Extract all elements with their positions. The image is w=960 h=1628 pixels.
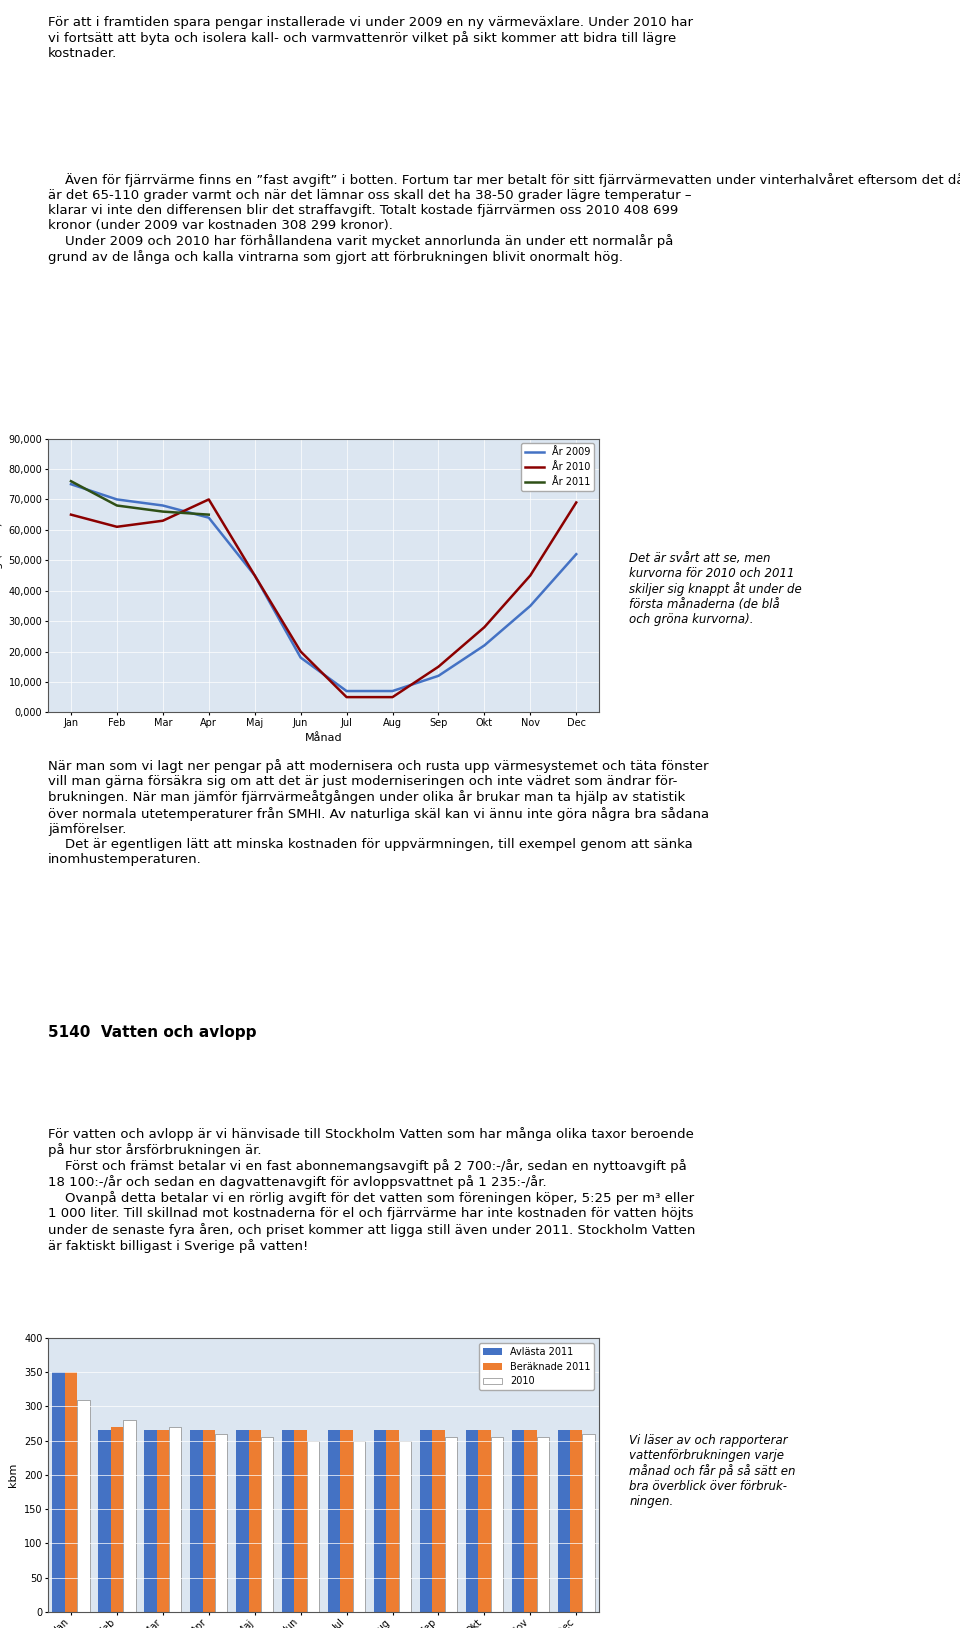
Text: Vi läser av och rapporterar
vattenförbrukningen varje
månad och får på så sätt e: Vi läser av och rapporterar vattenförbru… [630, 1434, 796, 1508]
Bar [386, 1431, 398, 1612]
Bar [261, 1438, 274, 1612]
X-axis label: Månad: Månad [304, 734, 343, 744]
Bar [398, 1441, 411, 1612]
Text: När man som vi lagt ner pengar på att modernisera och rusta upp värmesystemet oc: När man som vi lagt ner pengar på att mo… [48, 759, 709, 866]
Bar [583, 1434, 595, 1612]
Bar [466, 1431, 478, 1612]
Bar [512, 1431, 524, 1612]
Bar [432, 1431, 444, 1612]
Bar [420, 1431, 432, 1612]
Bar [373, 1431, 386, 1612]
Y-axis label: Förbrukning (MWh): Förbrukning (MWh) [0, 523, 3, 628]
Bar [203, 1431, 215, 1612]
Bar [110, 1428, 123, 1612]
Bar [156, 1431, 169, 1612]
Bar [282, 1431, 295, 1612]
Text: För att i framtiden spara pengar installerade vi under 2009 en ny värmeväxlare. : För att i framtiden spara pengar install… [48, 16, 693, 60]
Text: Det är svårt att se, men
kurvorna för 2010 och 2011
skiljer sig knappt åt under : Det är svårt att se, men kurvorna för 20… [630, 552, 803, 627]
Bar [328, 1431, 341, 1612]
Bar [295, 1431, 307, 1612]
Bar [341, 1431, 352, 1612]
Text: För vatten och avlopp är vi hänvisade till Stockholm Vatten som har många olika : För vatten och avlopp är vi hänvisade ti… [48, 1127, 695, 1254]
Legend: Avlästa 2011, Beräknade 2011, 2010: Avlästa 2011, Beräknade 2011, 2010 [479, 1343, 594, 1390]
Bar [169, 1428, 181, 1612]
Bar [478, 1431, 491, 1612]
Bar [123, 1420, 135, 1612]
Bar [307, 1441, 320, 1612]
Bar [98, 1431, 110, 1612]
Bar [236, 1431, 249, 1612]
Y-axis label: kbm: kbm [9, 1462, 18, 1486]
Bar [190, 1431, 203, 1612]
Bar [144, 1431, 156, 1612]
Bar [249, 1431, 261, 1612]
Bar [53, 1372, 64, 1612]
Bar [491, 1438, 503, 1612]
Bar [352, 1441, 365, 1612]
Bar [215, 1434, 228, 1612]
Bar [64, 1372, 77, 1612]
Text: 5140  Vatten och avlopp: 5140 Vatten och avlopp [48, 1026, 256, 1040]
Bar [77, 1400, 89, 1612]
Bar [524, 1431, 537, 1612]
Text: Även för fjärrvärme finns en ”fast avgift” i botten. Fortum tar mer betalt för s: Även för fjärrvärme finns en ”fast avgif… [48, 173, 960, 264]
Bar [570, 1431, 583, 1612]
Bar [444, 1438, 457, 1612]
Bar [537, 1438, 549, 1612]
Legend: År 2009, År 2010, År 2011: År 2009, År 2010, År 2011 [521, 443, 594, 492]
Bar [558, 1431, 570, 1612]
